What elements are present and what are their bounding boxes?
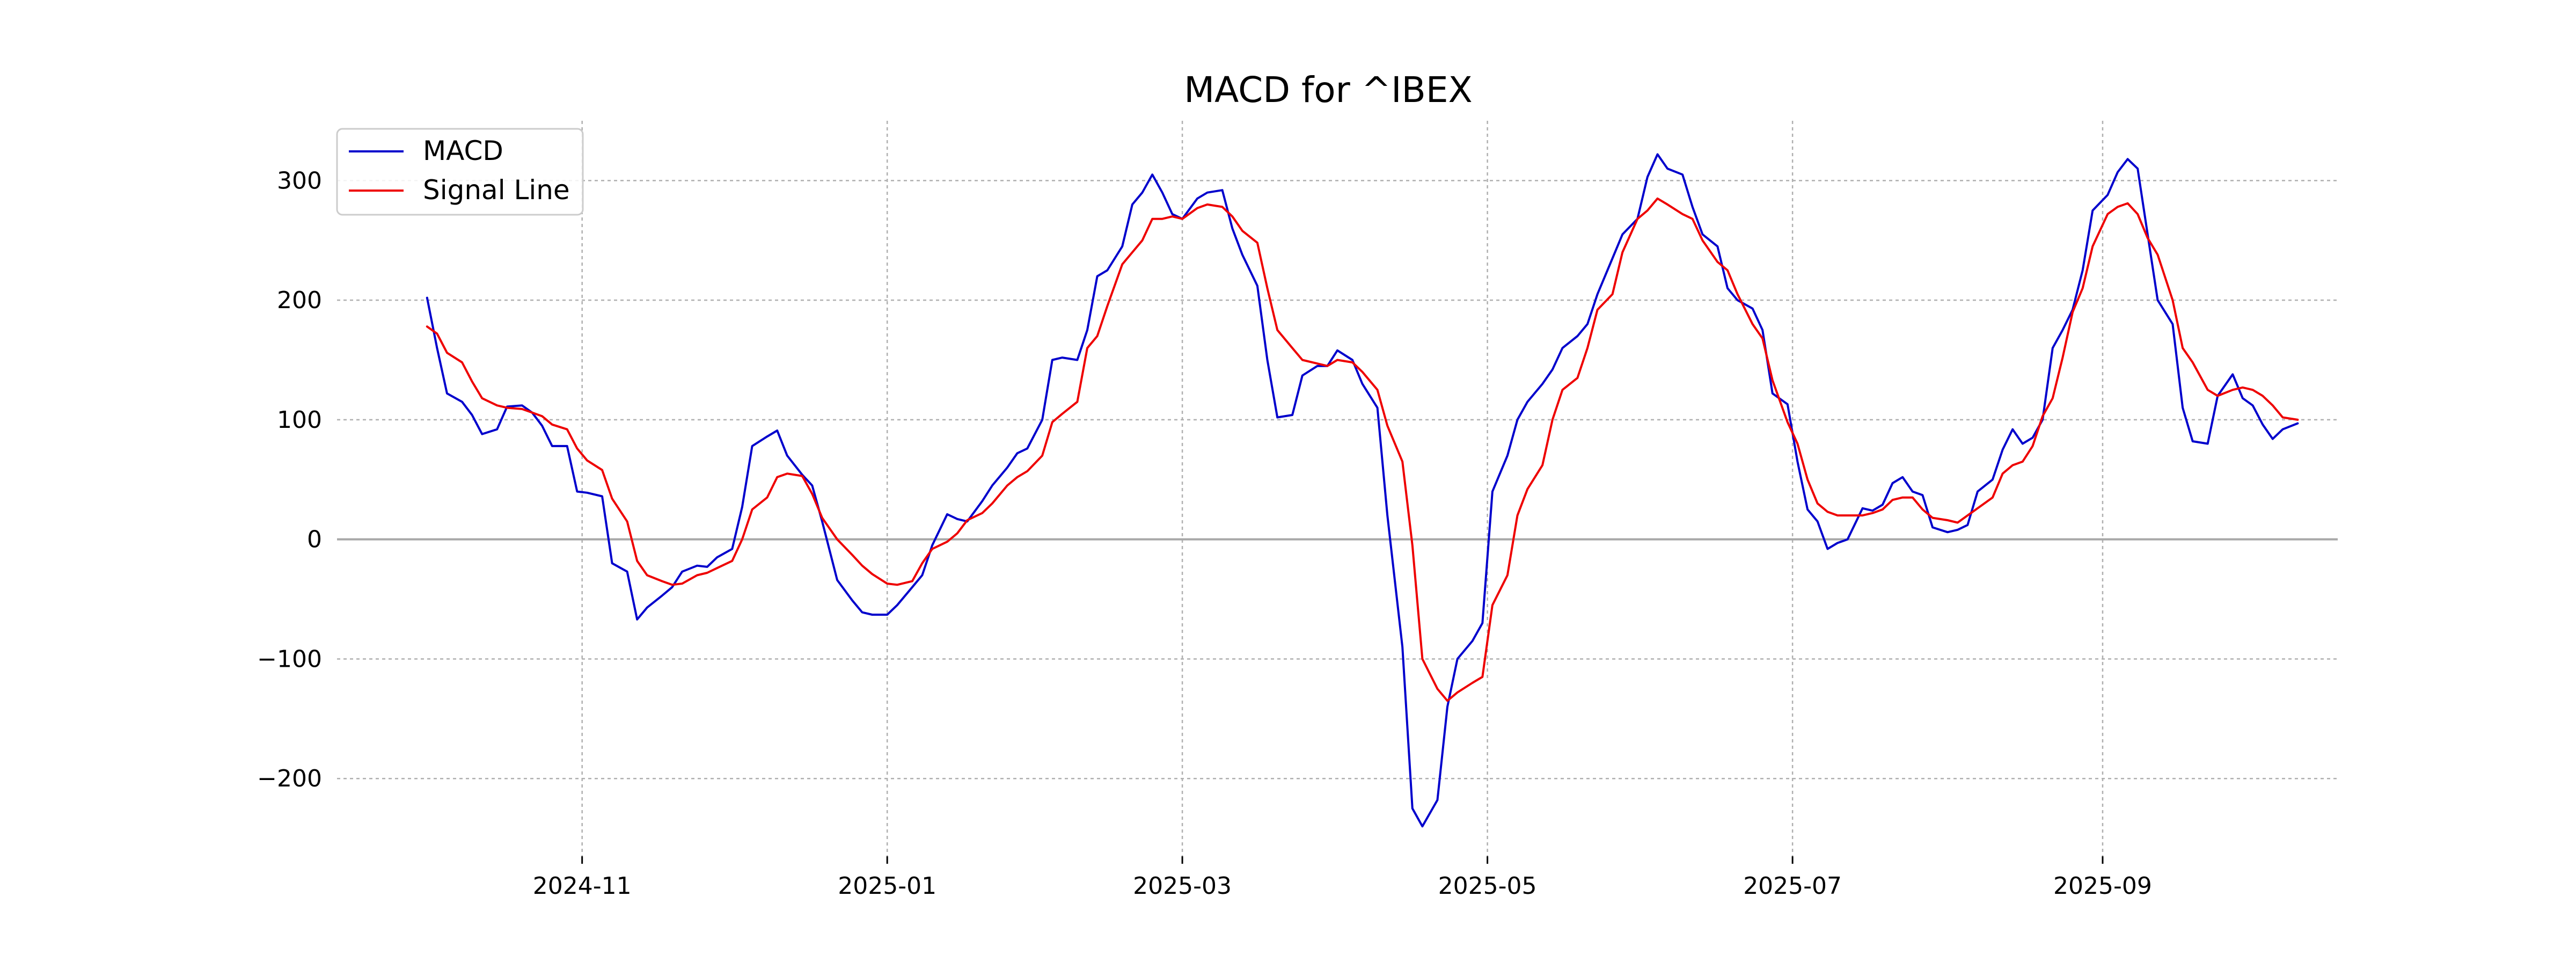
legend-label-signal-line: Signal Line [423,174,570,206]
x-tick-label: 2025-07 [1743,872,1842,900]
x-tick-label: 2025-03 [1133,872,1232,900]
y-tick-label: −100 [257,645,322,673]
y-tick-label: 0 [307,526,322,553]
y-tick-label: 100 [277,406,322,434]
x-tick-label: 2024-11 [533,872,632,900]
legend: MACD Signal Line [336,128,584,216]
series-line-macd [426,153,2299,828]
series-line-signal-line [426,197,2299,702]
series-layer [426,153,2299,828]
x-tick-label: 2025-01 [838,872,936,900]
y-tick-label: −200 [257,765,322,792]
x-tick-label: 2025-05 [1438,872,1537,900]
y-tick-label: 300 [277,167,322,194]
legend-label-macd: MACD [423,135,503,166]
y-tick-label: 200 [277,287,322,314]
y-tick-labels: 300 200 100 0 −100 −200 [257,167,322,792]
grid-layer [337,121,2338,856]
x-tick-label: 2025-09 [2053,872,2152,900]
x-tick-labels: 2024-11 2025-01 2025-03 2025-05 2025-07 2025-… [533,856,2152,900]
chart-title: MACD for ^IBEX [1184,69,1473,111]
